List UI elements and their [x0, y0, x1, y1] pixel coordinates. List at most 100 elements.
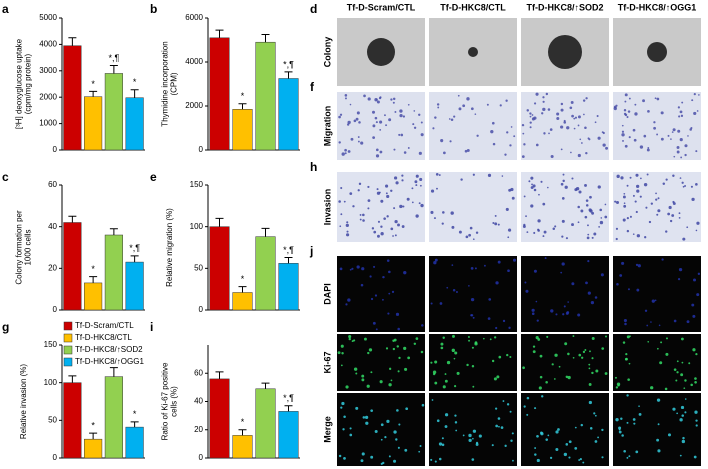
cell [340, 344, 344, 348]
cell [471, 458, 475, 461]
cell [359, 213, 362, 216]
cell [491, 121, 495, 125]
cell [397, 370, 400, 373]
y-axis-label: Colony formation per [15, 210, 24, 285]
cell [675, 379, 678, 382]
cell [692, 314, 696, 318]
cell [696, 221, 700, 225]
cell [341, 152, 345, 156]
cell [533, 269, 537, 273]
error-bar [215, 371, 224, 379]
cell [629, 176, 632, 179]
cell [502, 400, 505, 403]
cell [577, 313, 581, 317]
cell [430, 458, 433, 461]
cell [474, 342, 478, 346]
cell [458, 230, 462, 234]
cell [370, 455, 374, 459]
micrograph [337, 92, 425, 160]
cell [684, 398, 687, 400]
cell [371, 227, 375, 230]
colony [468, 47, 478, 57]
cell [624, 144, 628, 148]
cell [587, 233, 590, 236]
cell [522, 132, 525, 135]
cell [444, 379, 448, 383]
cell [434, 116, 437, 119]
micrograph [429, 172, 517, 242]
cell [588, 208, 592, 212]
cell [434, 360, 438, 364]
y-axis-label: (cpm/mg protein) [24, 53, 33, 114]
cell [638, 405, 640, 407]
cell [587, 291, 591, 295]
cell [671, 131, 674, 133]
cell [639, 145, 644, 149]
cell [507, 269, 510, 273]
cell [373, 230, 377, 234]
cell [430, 189, 435, 193]
cell [380, 438, 383, 441]
cell [571, 282, 575, 286]
cell [665, 352, 669, 356]
cell [635, 210, 638, 214]
cell [355, 372, 358, 375]
cell [504, 444, 507, 447]
cell [680, 373, 684, 377]
cell [342, 428, 345, 431]
legend-swatch [63, 321, 73, 331]
cell [413, 342, 417, 345]
cell [379, 191, 381, 194]
bar [232, 109, 253, 151]
cell [504, 153, 507, 156]
cell [577, 205, 580, 209]
column-header: Tf-D-HKC8/CTL [440, 2, 506, 12]
cell [555, 313, 558, 316]
cell [444, 413, 449, 417]
cell [696, 293, 700, 297]
cell [353, 339, 356, 342]
cell [443, 151, 446, 155]
cell [621, 130, 625, 133]
y-tick-label: 0 [199, 453, 204, 462]
cell [539, 375, 543, 379]
cell [621, 133, 625, 137]
cell [432, 127, 435, 130]
annotation: * [241, 274, 245, 284]
cell [440, 139, 444, 143]
cell [645, 206, 648, 209]
cell [502, 319, 506, 323]
cell [444, 425, 448, 429]
y-axis-label: Thymidine incorporation [161, 41, 170, 126]
panel-label: g [2, 320, 9, 334]
cell [544, 257, 547, 260]
cell [541, 112, 544, 115]
cell [355, 406, 359, 410]
cell [367, 199, 371, 203]
cell [673, 319, 677, 323]
micrograph [337, 172, 425, 242]
cell [679, 177, 682, 179]
cell [509, 355, 512, 359]
cell [530, 176, 534, 180]
cell [530, 204, 534, 208]
bar [255, 388, 276, 459]
cell [640, 177, 642, 180]
cell [555, 430, 559, 434]
y-tick-label: 0 [53, 453, 58, 462]
cell [693, 93, 696, 96]
cell [500, 426, 504, 429]
cell [621, 434, 624, 437]
cell [614, 200, 617, 203]
bar [209, 37, 230, 151]
cell [650, 386, 654, 390]
cell [390, 227, 394, 231]
cell [379, 120, 383, 124]
cell [348, 337, 351, 341]
cell [415, 174, 419, 178]
cell [598, 225, 600, 228]
cell [474, 113, 477, 115]
row-label: DAPI [322, 283, 332, 305]
cell [632, 128, 636, 132]
cell [345, 303, 348, 306]
